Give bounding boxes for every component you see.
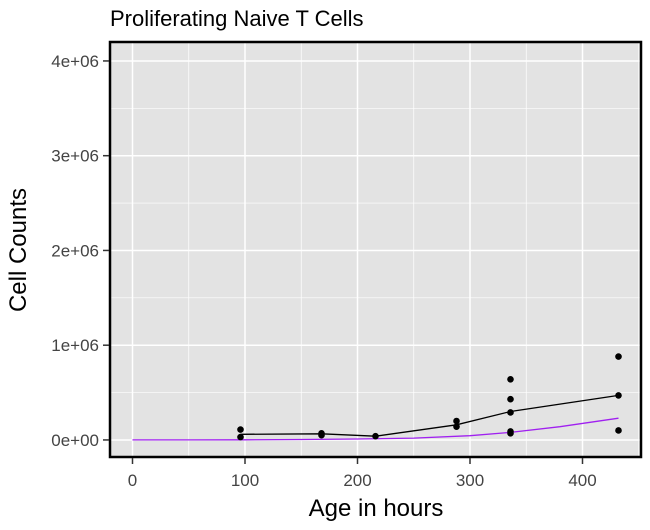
y-axis-title: Cell Counts <box>5 188 32 312</box>
data-point <box>507 430 514 437</box>
x-axis-title: Age in hours <box>309 495 444 522</box>
data-point <box>318 431 325 439</box>
x-tick-label: 0 <box>128 471 137 490</box>
y-axis: 0e+00 1e+06 2e+06 3e+06 4e+06 <box>51 52 109 450</box>
series-line-2 <box>132 417 619 441</box>
y-tick-label: 4e+06 <box>51 52 99 71</box>
data-point <box>237 426 244 433</box>
series-lines <box>132 394 619 441</box>
data-point <box>507 395 514 403</box>
data-point <box>453 423 460 430</box>
x-tick-label: 400 <box>568 471 596 490</box>
data-point <box>615 392 622 399</box>
data-point <box>615 427 622 434</box>
data-point <box>237 433 244 441</box>
x-tick-label: 300 <box>456 471 484 490</box>
data-points <box>237 353 622 441</box>
y-tick-label: 3e+06 <box>51 147 99 166</box>
data-point <box>507 376 514 383</box>
plot-panel <box>110 42 641 457</box>
data-point <box>507 409 514 416</box>
x-axis: 0 100 200 300 400 <box>128 458 597 490</box>
grid-lines <box>110 42 641 457</box>
series-line-1 <box>240 394 619 437</box>
y-tick-label: 1e+06 <box>51 336 99 355</box>
y-tick-label: 0e+00 <box>51 431 99 450</box>
data-point <box>372 432 379 440</box>
data-point <box>615 353 622 360</box>
panel-border <box>108 40 643 459</box>
chart-title: Proliferating Naive T Cells <box>110 6 364 31</box>
x-tick-label: 100 <box>231 471 259 490</box>
x-tick-label: 200 <box>343 471 371 490</box>
y-tick-label: 2e+06 <box>51 241 99 260</box>
data-point <box>453 417 460 425</box>
